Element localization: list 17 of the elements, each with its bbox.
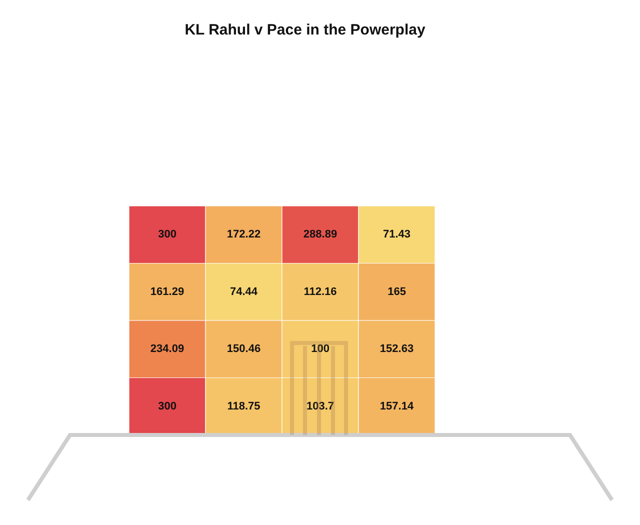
data-label: 100 xyxy=(311,343,330,356)
data-label: 300 xyxy=(158,400,176,412)
data-label: 288.89 xyxy=(303,228,338,241)
data-label: 103.7 xyxy=(306,400,334,412)
chart-title: KL Rahul v Pace in the Powerplay xyxy=(184,22,426,39)
data-label: 152.63 xyxy=(380,343,414,356)
data-label: 161.29 xyxy=(150,286,184,298)
data-label: 71.43 xyxy=(382,228,411,241)
data-label: 234.09 xyxy=(150,343,184,356)
data-label: 118.75 xyxy=(227,400,260,412)
data-label: 74.44 xyxy=(230,286,258,298)
data-label: 300 xyxy=(158,228,176,241)
data-label: 150.46 xyxy=(226,343,261,356)
data-label: 112.16 xyxy=(304,286,337,298)
data-label: 157.14 xyxy=(380,400,414,412)
data-label: 172.22 xyxy=(226,228,261,241)
data-label: 165 xyxy=(388,286,406,298)
